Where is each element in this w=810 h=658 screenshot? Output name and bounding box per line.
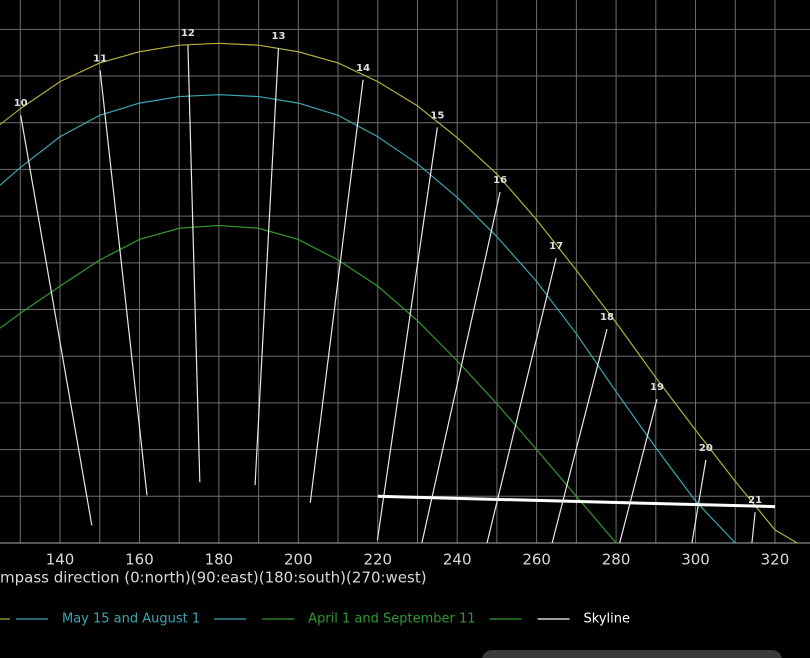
hour-line bbox=[309, 79, 364, 503]
series-line bbox=[0, 42, 798, 544]
legend-label: Skyline bbox=[584, 612, 630, 627]
hour-label: 19 bbox=[650, 382, 664, 393]
hour-line bbox=[254, 47, 280, 486]
hour-label: 17 bbox=[549, 241, 563, 252]
hour-line bbox=[99, 70, 148, 496]
hour-line bbox=[376, 127, 438, 541]
legend-label: May 15 and August 1 bbox=[62, 612, 200, 627]
hour-label: 21 bbox=[748, 495, 762, 506]
x-tick-label: 260 bbox=[522, 551, 551, 569]
hour-label: 20 bbox=[699, 443, 713, 454]
x-axis-label: mpass direction (0:north)(90:east)(180:s… bbox=[0, 569, 427, 587]
legend-label: April 1 and September 11 bbox=[308, 612, 475, 627]
hour-line bbox=[20, 115, 93, 526]
hour-label: 10 bbox=[14, 98, 28, 109]
hour-label: 14 bbox=[356, 63, 370, 74]
hour-label: 13 bbox=[272, 31, 286, 42]
scrollbar[interactable] bbox=[482, 650, 782, 658]
x-tick-label: 300 bbox=[681, 551, 710, 569]
hour-label: 12 bbox=[181, 28, 195, 39]
hour-label: 16 bbox=[493, 175, 507, 186]
hour-label: 15 bbox=[430, 110, 444, 121]
x-tick-label: 280 bbox=[602, 551, 631, 569]
hour-line bbox=[619, 399, 658, 544]
hour-line bbox=[187, 45, 201, 483]
hour-line bbox=[421, 191, 501, 544]
x-tick-label: 160 bbox=[125, 551, 154, 569]
hour-line bbox=[486, 258, 557, 544]
hour-line bbox=[551, 328, 608, 544]
x-tick-label: 320 bbox=[761, 551, 790, 569]
hour-label: 18 bbox=[600, 312, 614, 323]
hour-label: 11 bbox=[93, 53, 107, 64]
x-tick-label: 180 bbox=[205, 551, 234, 569]
series-line bbox=[0, 224, 617, 544]
x-tick-label: 200 bbox=[284, 551, 313, 569]
hour-line bbox=[751, 512, 756, 544]
hour-line bbox=[691, 459, 707, 544]
series-line bbox=[377, 494, 776, 509]
series-line bbox=[0, 94, 736, 544]
x-tick-label: 220 bbox=[363, 551, 392, 569]
x-tick-label: 240 bbox=[443, 551, 472, 569]
x-tick-label: 140 bbox=[46, 551, 75, 569]
